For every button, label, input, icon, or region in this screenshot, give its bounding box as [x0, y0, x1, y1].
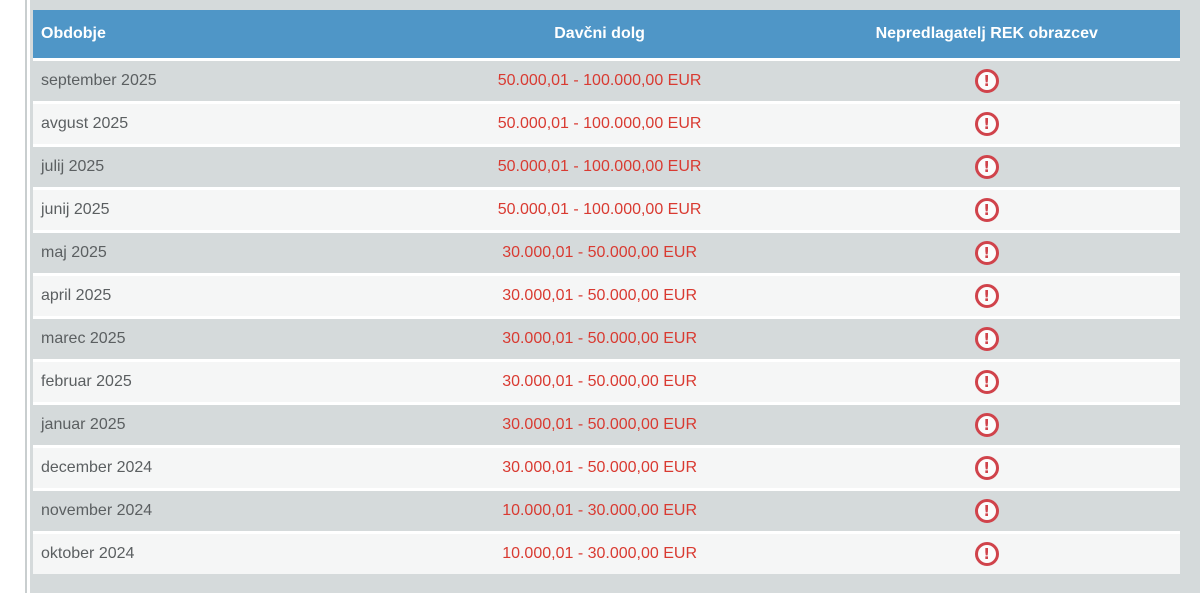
period-cell: februar 2025 [33, 359, 406, 402]
debt-amount-cell: 50.000,01 - 100.000,00 EUR [405, 187, 794, 230]
alert-icon[interactable]: ! [974, 370, 999, 394]
period-cell: oktober 2024 [33, 531, 406, 574]
period-cell: januar 2025 [33, 402, 406, 445]
table-row: oktober 2024 10.000,01 - 30.000,00 EUR ! [33, 531, 1180, 574]
table-head: Obdobje Davčni dolg Nepredlagatelj REK o… [33, 10, 1180, 58]
alert-icon[interactable]: ! [974, 413, 999, 437]
header-nepredlagatelj-rek: Nepredlagatelj REK obrazcev [793, 10, 1180, 58]
rek-status-cell: ! [793, 488, 1180, 531]
alert-glyph: ! [983, 157, 991, 176]
debt-amount-cell: 30.000,01 - 50.000,00 EUR [405, 273, 794, 316]
debt-amount-cell: 50.000,01 - 100.000,00 EUR [405, 144, 794, 187]
alert-glyph: ! [983, 286, 991, 305]
table-row: marec 2025 30.000,01 - 50.000,00 EUR ! [33, 316, 1180, 359]
table-row: januar 2025 30.000,01 - 50.000,00 EUR ! [33, 402, 1180, 445]
period-cell: maj 2025 [33, 230, 406, 273]
debt-amount-cell: 50.000,01 - 100.000,00 EUR [405, 58, 794, 101]
alert-icon[interactable]: ! [974, 155, 999, 179]
period-cell: april 2025 [33, 273, 406, 316]
alert-glyph: ! [983, 114, 991, 133]
alert-icon[interactable]: ! [974, 241, 999, 265]
period-cell: september 2025 [33, 58, 406, 101]
alert-glyph: ! [983, 544, 991, 563]
debt-amount-cell: 30.000,01 - 50.000,00 EUR [405, 445, 794, 488]
alert-icon[interactable]: ! [974, 542, 999, 566]
rek-status-cell: ! [793, 187, 1180, 230]
alert-glyph: ! [983, 329, 991, 348]
table-row: november 2024 10.000,01 - 30.000,00 EUR … [33, 488, 1180, 531]
rek-status-cell: ! [793, 230, 1180, 273]
period-cell: julij 2025 [33, 144, 406, 187]
table-row: avgust 2025 50.000,01 - 100.000,00 EUR ! [33, 101, 1180, 144]
period-cell: junij 2025 [33, 187, 406, 230]
table-row: september 2025 50.000,01 - 100.000,00 EU… [33, 58, 1180, 101]
vertical-divider [25, 0, 27, 593]
tax-debt-table: Obdobje Davčni dolg Nepredlagatelj REK o… [33, 10, 1180, 574]
alert-glyph: ! [983, 243, 991, 262]
debt-amount-cell: 30.000,01 - 50.000,00 EUR [405, 316, 794, 359]
period-cell: december 2024 [33, 445, 406, 488]
period-cell: avgust 2025 [33, 101, 406, 144]
table-body: september 2025 50.000,01 - 100.000,00 EU… [33, 58, 1180, 574]
debt-amount-cell: 10.000,01 - 30.000,00 EUR [405, 488, 794, 531]
rek-status-cell: ! [793, 316, 1180, 359]
alert-icon[interactable]: ! [974, 327, 999, 351]
alert-icon[interactable]: ! [974, 499, 999, 523]
rek-status-cell: ! [793, 273, 1180, 316]
alert-glyph: ! [983, 372, 991, 391]
rek-status-cell: ! [793, 359, 1180, 402]
table-row: junij 2025 50.000,01 - 100.000,00 EUR ! [33, 187, 1180, 230]
alert-glyph: ! [983, 71, 991, 90]
debt-amount-cell: 10.000,01 - 30.000,00 EUR [405, 531, 794, 574]
alert-icon[interactable]: ! [974, 456, 999, 480]
alert-glyph: ! [983, 415, 991, 434]
debt-amount-cell: 30.000,01 - 50.000,00 EUR [405, 359, 794, 402]
table-panel: Obdobje Davčni dolg Nepredlagatelj REK o… [30, 0, 1200, 593]
period-cell: november 2024 [33, 488, 406, 531]
alert-glyph: ! [983, 458, 991, 477]
rek-status-cell: ! [793, 58, 1180, 101]
table-row: april 2025 30.000,01 - 50.000,00 EUR ! [33, 273, 1180, 316]
alert-icon[interactable]: ! [974, 69, 999, 93]
alert-icon[interactable]: ! [974, 284, 999, 308]
table-row: maj 2025 30.000,01 - 50.000,00 EUR ! [33, 230, 1180, 273]
table-header-row: Obdobje Davčni dolg Nepredlagatelj REK o… [33, 10, 1180, 58]
period-cell: marec 2025 [33, 316, 406, 359]
alert-glyph: ! [983, 501, 991, 520]
debt-amount-cell: 50.000,01 - 100.000,00 EUR [405, 101, 794, 144]
rek-status-cell: ! [793, 402, 1180, 445]
alert-icon[interactable]: ! [974, 112, 999, 136]
header-obdobje: Obdobje [33, 10, 406, 58]
rek-status-cell: ! [793, 445, 1180, 488]
debt-amount-cell: 30.000,01 - 50.000,00 EUR [405, 402, 794, 445]
table-row: februar 2025 30.000,01 - 50.000,00 EUR ! [33, 359, 1180, 402]
header-davcni-dolg: Davčni dolg [405, 10, 794, 58]
rek-status-cell: ! [793, 144, 1180, 187]
table-row: december 2024 30.000,01 - 50.000,00 EUR … [33, 445, 1180, 488]
rek-status-cell: ! [793, 101, 1180, 144]
table-row: julij 2025 50.000,01 - 100.000,00 EUR ! [33, 144, 1180, 187]
alert-glyph: ! [983, 200, 991, 219]
debt-amount-cell: 30.000,01 - 50.000,00 EUR [405, 230, 794, 273]
rek-status-cell: ! [793, 531, 1180, 574]
alert-icon[interactable]: ! [974, 198, 999, 222]
